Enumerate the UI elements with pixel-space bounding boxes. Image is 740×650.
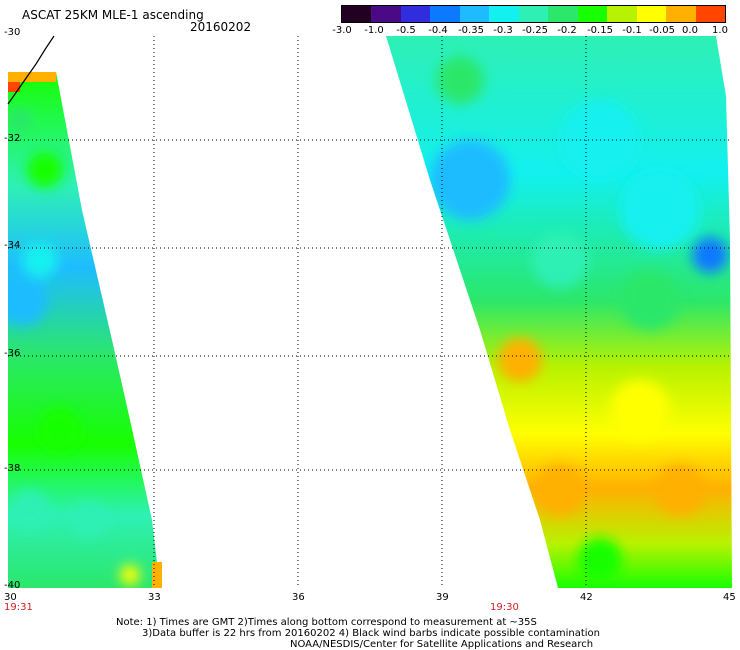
colorbar-tick: -0.15 bbox=[587, 25, 613, 36]
y-tick-label: -32 bbox=[4, 133, 21, 144]
colorbar-swatch bbox=[548, 6, 578, 22]
colorbar-swatch bbox=[371, 6, 401, 22]
colorbar-tick: -0.05 bbox=[649, 25, 675, 36]
note-line-1: Note: 1) Times are GMT 2)Times along bot… bbox=[116, 617, 537, 628]
colorbar-swatch bbox=[666, 6, 696, 22]
colorbar-swatch bbox=[695, 6, 726, 22]
product-title: ASCAT 25KM MLE-1 ascending bbox=[22, 8, 204, 22]
colorbar-tick: -0.35 bbox=[458, 25, 484, 36]
colorbar-tick: 0.0 bbox=[682, 25, 698, 36]
time-label-left: 19:31 bbox=[4, 602, 33, 613]
x-tick-label: 42 bbox=[580, 592, 593, 603]
left-swath bbox=[8, 72, 162, 588]
y-tick-label: -38 bbox=[4, 463, 21, 474]
colorbar-tick: -0.4 bbox=[428, 25, 448, 36]
colorbar-swatch bbox=[430, 6, 460, 22]
colorbar-tick: 1.0 bbox=[712, 25, 728, 36]
x-tick-label: 33 bbox=[148, 592, 161, 603]
colorbar-swatch bbox=[636, 6, 667, 22]
colorbar-swatch bbox=[400, 6, 431, 22]
colorbar-tick: -0.25 bbox=[522, 25, 548, 36]
colorbar-swatch bbox=[518, 6, 549, 22]
x-tick-label: 39 bbox=[436, 592, 449, 603]
colorbar-tick: -1.0 bbox=[364, 25, 384, 36]
x-tick-label: 36 bbox=[292, 592, 305, 603]
colorbar-tick: -0.3 bbox=[493, 25, 513, 36]
colorbar-tick: -0.2 bbox=[557, 25, 577, 36]
colorbar-swatch bbox=[607, 6, 637, 22]
colorbar-tick: -0.1 bbox=[622, 25, 642, 36]
x-tick-label: 30 bbox=[4, 592, 17, 603]
time-label-right: 19:30 bbox=[490, 602, 519, 613]
y-tick-label: -40 bbox=[4, 580, 21, 591]
colorbar-swatch bbox=[342, 6, 372, 22]
right-swath bbox=[386, 36, 732, 588]
y-tick-label: -30 bbox=[4, 27, 21, 38]
colorbar-swatch bbox=[577, 6, 608, 22]
coastline bbox=[7, 35, 55, 105]
colorbar bbox=[341, 5, 726, 23]
grid bbox=[8, 36, 732, 588]
x-tick-label: 45 bbox=[723, 592, 736, 603]
colorbar-tick: -0.5 bbox=[396, 25, 416, 36]
date-label: 20160202 bbox=[190, 20, 252, 34]
colorbar-swatch bbox=[459, 6, 490, 22]
note-line-3: NOAA/NESDIS/Center for Satellite Applica… bbox=[290, 639, 594, 650]
y-tick-label: -36 bbox=[4, 348, 21, 359]
note-line-2: 3)Data buffer is 22 hrs from 20160202 4)… bbox=[142, 628, 600, 639]
colorbar-tick: -3.0 bbox=[332, 25, 352, 36]
colorbar-swatch bbox=[489, 6, 519, 22]
y-tick-label: -34 bbox=[4, 240, 21, 251]
